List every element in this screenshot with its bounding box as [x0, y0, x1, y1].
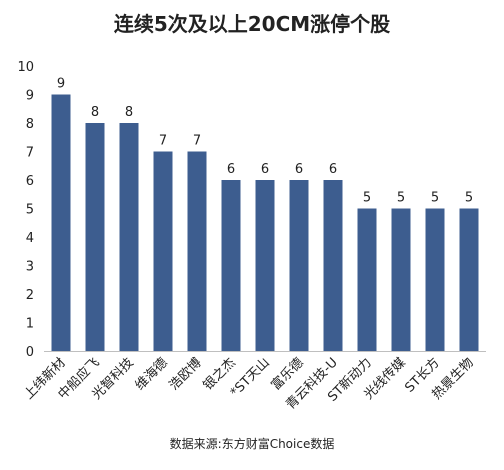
bar — [85, 123, 105, 351]
bar — [51, 94, 71, 351]
data-label: 6 — [227, 162, 235, 177]
bar — [459, 208, 479, 351]
bar — [289, 180, 309, 351]
bar — [153, 151, 173, 351]
data-label: 5 — [363, 191, 371, 206]
y-tick-label: 2 — [26, 288, 34, 303]
bar — [187, 151, 207, 351]
bar — [425, 208, 445, 351]
data-label: 6 — [329, 162, 337, 177]
data-label: 8 — [125, 105, 133, 120]
y-tick-label: 7 — [26, 146, 34, 161]
y-tick-label: 0 — [26, 345, 34, 360]
y-tick-label: 1 — [26, 317, 34, 332]
data-label: 6 — [295, 162, 303, 177]
y-tick-label: 3 — [26, 260, 34, 275]
category-label: 维海德 — [133, 355, 171, 393]
data-label: 5 — [465, 191, 473, 206]
data-source-note: 数据来源:东方财富Choice数据 — [169, 437, 335, 451]
bar — [119, 123, 139, 351]
data-label: 6 — [261, 162, 269, 177]
data-label: 5 — [397, 191, 405, 206]
y-tick-label: 8 — [26, 117, 34, 132]
category-label: 浩欧博 — [167, 355, 205, 393]
bar — [255, 180, 275, 351]
bar — [221, 180, 241, 351]
chart-title: 连续5次及以上20CM涨停个股 — [113, 12, 391, 36]
y-tick-label: 9 — [26, 89, 34, 104]
data-label: 7 — [193, 134, 201, 149]
y-tick-label: 6 — [26, 174, 34, 189]
bar — [357, 208, 377, 351]
data-label: 5 — [431, 191, 439, 206]
data-label: 7 — [159, 134, 167, 149]
bar — [323, 180, 343, 351]
y-tick-label: 5 — [26, 203, 34, 218]
bar — [391, 208, 411, 351]
y-tick-label: 4 — [26, 231, 34, 246]
data-label: 8 — [91, 105, 99, 120]
y-tick-label: 10 — [17, 60, 34, 75]
data-label: 9 — [57, 77, 65, 92]
